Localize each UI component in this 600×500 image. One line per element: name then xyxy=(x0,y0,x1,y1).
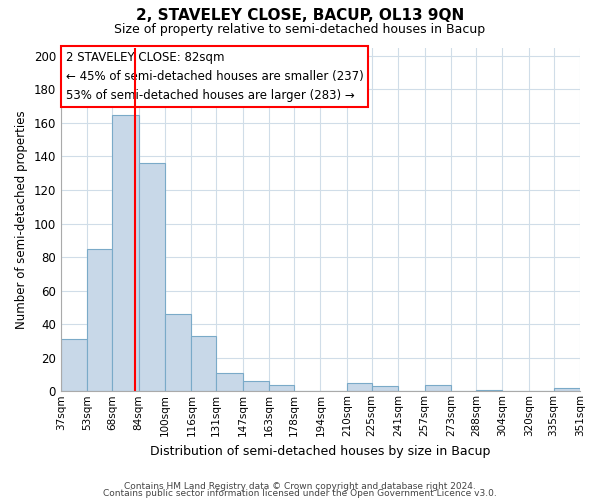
Bar xyxy=(242,381,269,392)
Bar xyxy=(61,340,87,392)
Bar xyxy=(87,248,112,392)
Bar xyxy=(554,388,580,392)
Bar xyxy=(269,384,294,392)
Bar xyxy=(165,314,191,392)
Y-axis label: Number of semi-detached properties: Number of semi-detached properties xyxy=(15,110,28,328)
Text: Contains public sector information licensed under the Open Government Licence v3: Contains public sector information licen… xyxy=(103,490,497,498)
Bar xyxy=(216,373,242,392)
Text: 2 STAVELEY CLOSE: 82sqm
← 45% of semi-detached houses are smaller (237)
53% of s: 2 STAVELEY CLOSE: 82sqm ← 45% of semi-de… xyxy=(66,51,364,102)
Bar xyxy=(371,386,398,392)
Text: Contains HM Land Registry data © Crown copyright and database right 2024.: Contains HM Land Registry data © Crown c… xyxy=(124,482,476,491)
Bar xyxy=(425,384,451,392)
Bar xyxy=(139,163,165,392)
Text: Size of property relative to semi-detached houses in Bacup: Size of property relative to semi-detach… xyxy=(115,22,485,36)
X-axis label: Distribution of semi-detached houses by size in Bacup: Distribution of semi-detached houses by … xyxy=(150,444,491,458)
Text: 2, STAVELEY CLOSE, BACUP, OL13 9QN: 2, STAVELEY CLOSE, BACUP, OL13 9QN xyxy=(136,8,464,22)
Bar xyxy=(476,390,502,392)
Bar xyxy=(347,383,371,392)
Bar xyxy=(112,114,139,392)
Bar xyxy=(191,336,216,392)
